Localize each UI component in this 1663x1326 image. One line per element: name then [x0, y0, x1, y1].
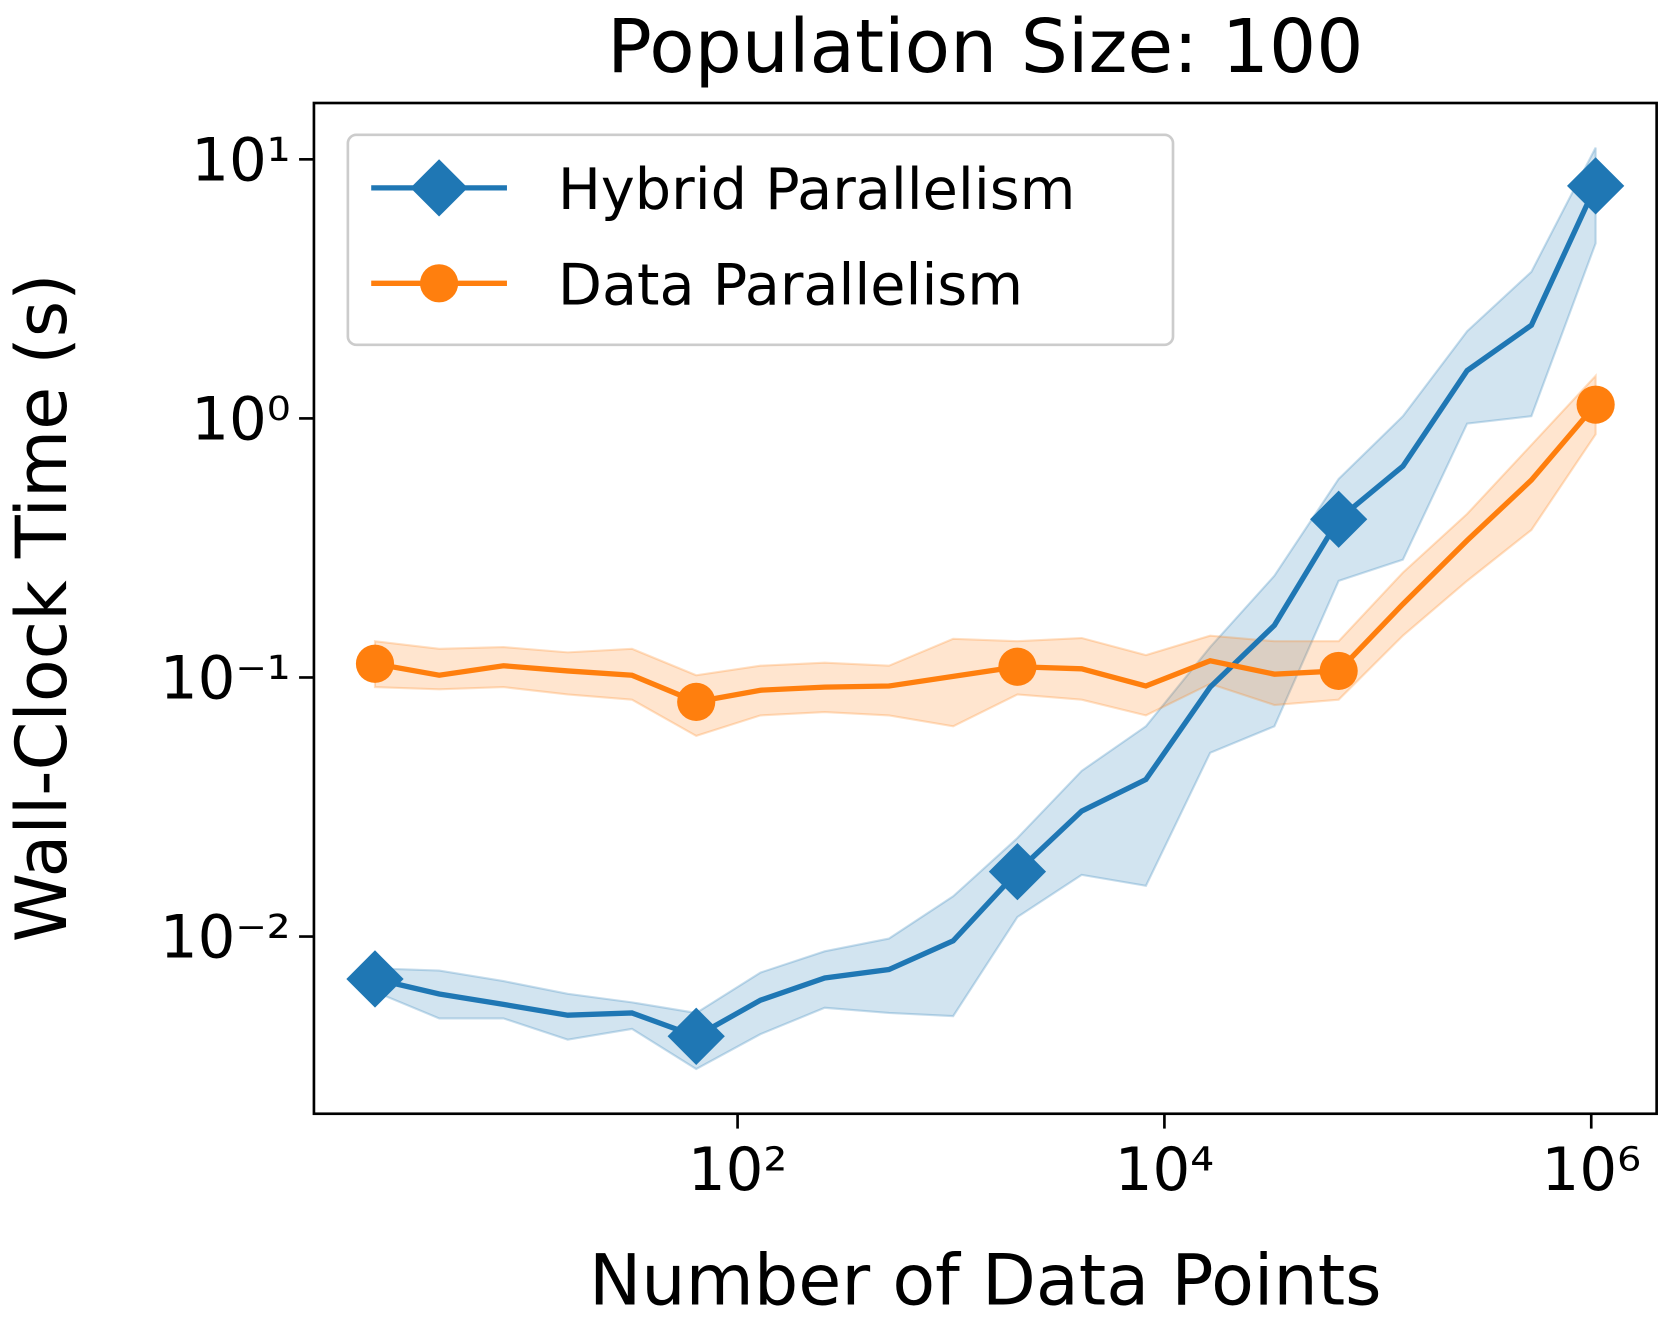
marker [667, 1007, 725, 1065]
legend-label: Hybrid Parallelism [558, 156, 1076, 223]
marker [355, 644, 395, 683]
error-band [373, 147, 1597, 1071]
y-tick-label: 10¹ [191, 127, 290, 196]
legend-marker [410, 159, 468, 217]
line [374, 184, 1599, 1040]
chart-title: Population Size: 100 [607, 3, 1363, 90]
x-tick-label: 10⁶ [1542, 1136, 1641, 1205]
y-tick-label: 10⁻² [160, 904, 291, 973]
marker [988, 843, 1047, 901]
marker [1576, 385, 1615, 424]
marker [998, 647, 1037, 686]
error-band [373, 373, 1597, 738]
y-tick-label: 10⁻¹ [160, 645, 291, 714]
y-tick-label: 10⁰ [191, 386, 290, 455]
plot-frame [312, 101, 1658, 1116]
y-axis-label: Wall-Clock Time (s) [1, 273, 83, 942]
x-tick-label: 10⁴ [1115, 1136, 1214, 1205]
legend-marker [419, 264, 459, 303]
x-tick-label: 10² [688, 1136, 787, 1205]
x-axis-label: Number of Data Points [589, 1240, 1382, 1322]
marker [346, 950, 404, 1008]
marker [677, 682, 716, 721]
marker [1319, 651, 1358, 691]
legend-label: Data Parallelism [558, 252, 1023, 319]
legend-box [346, 133, 1175, 347]
line [374, 402, 1598, 705]
